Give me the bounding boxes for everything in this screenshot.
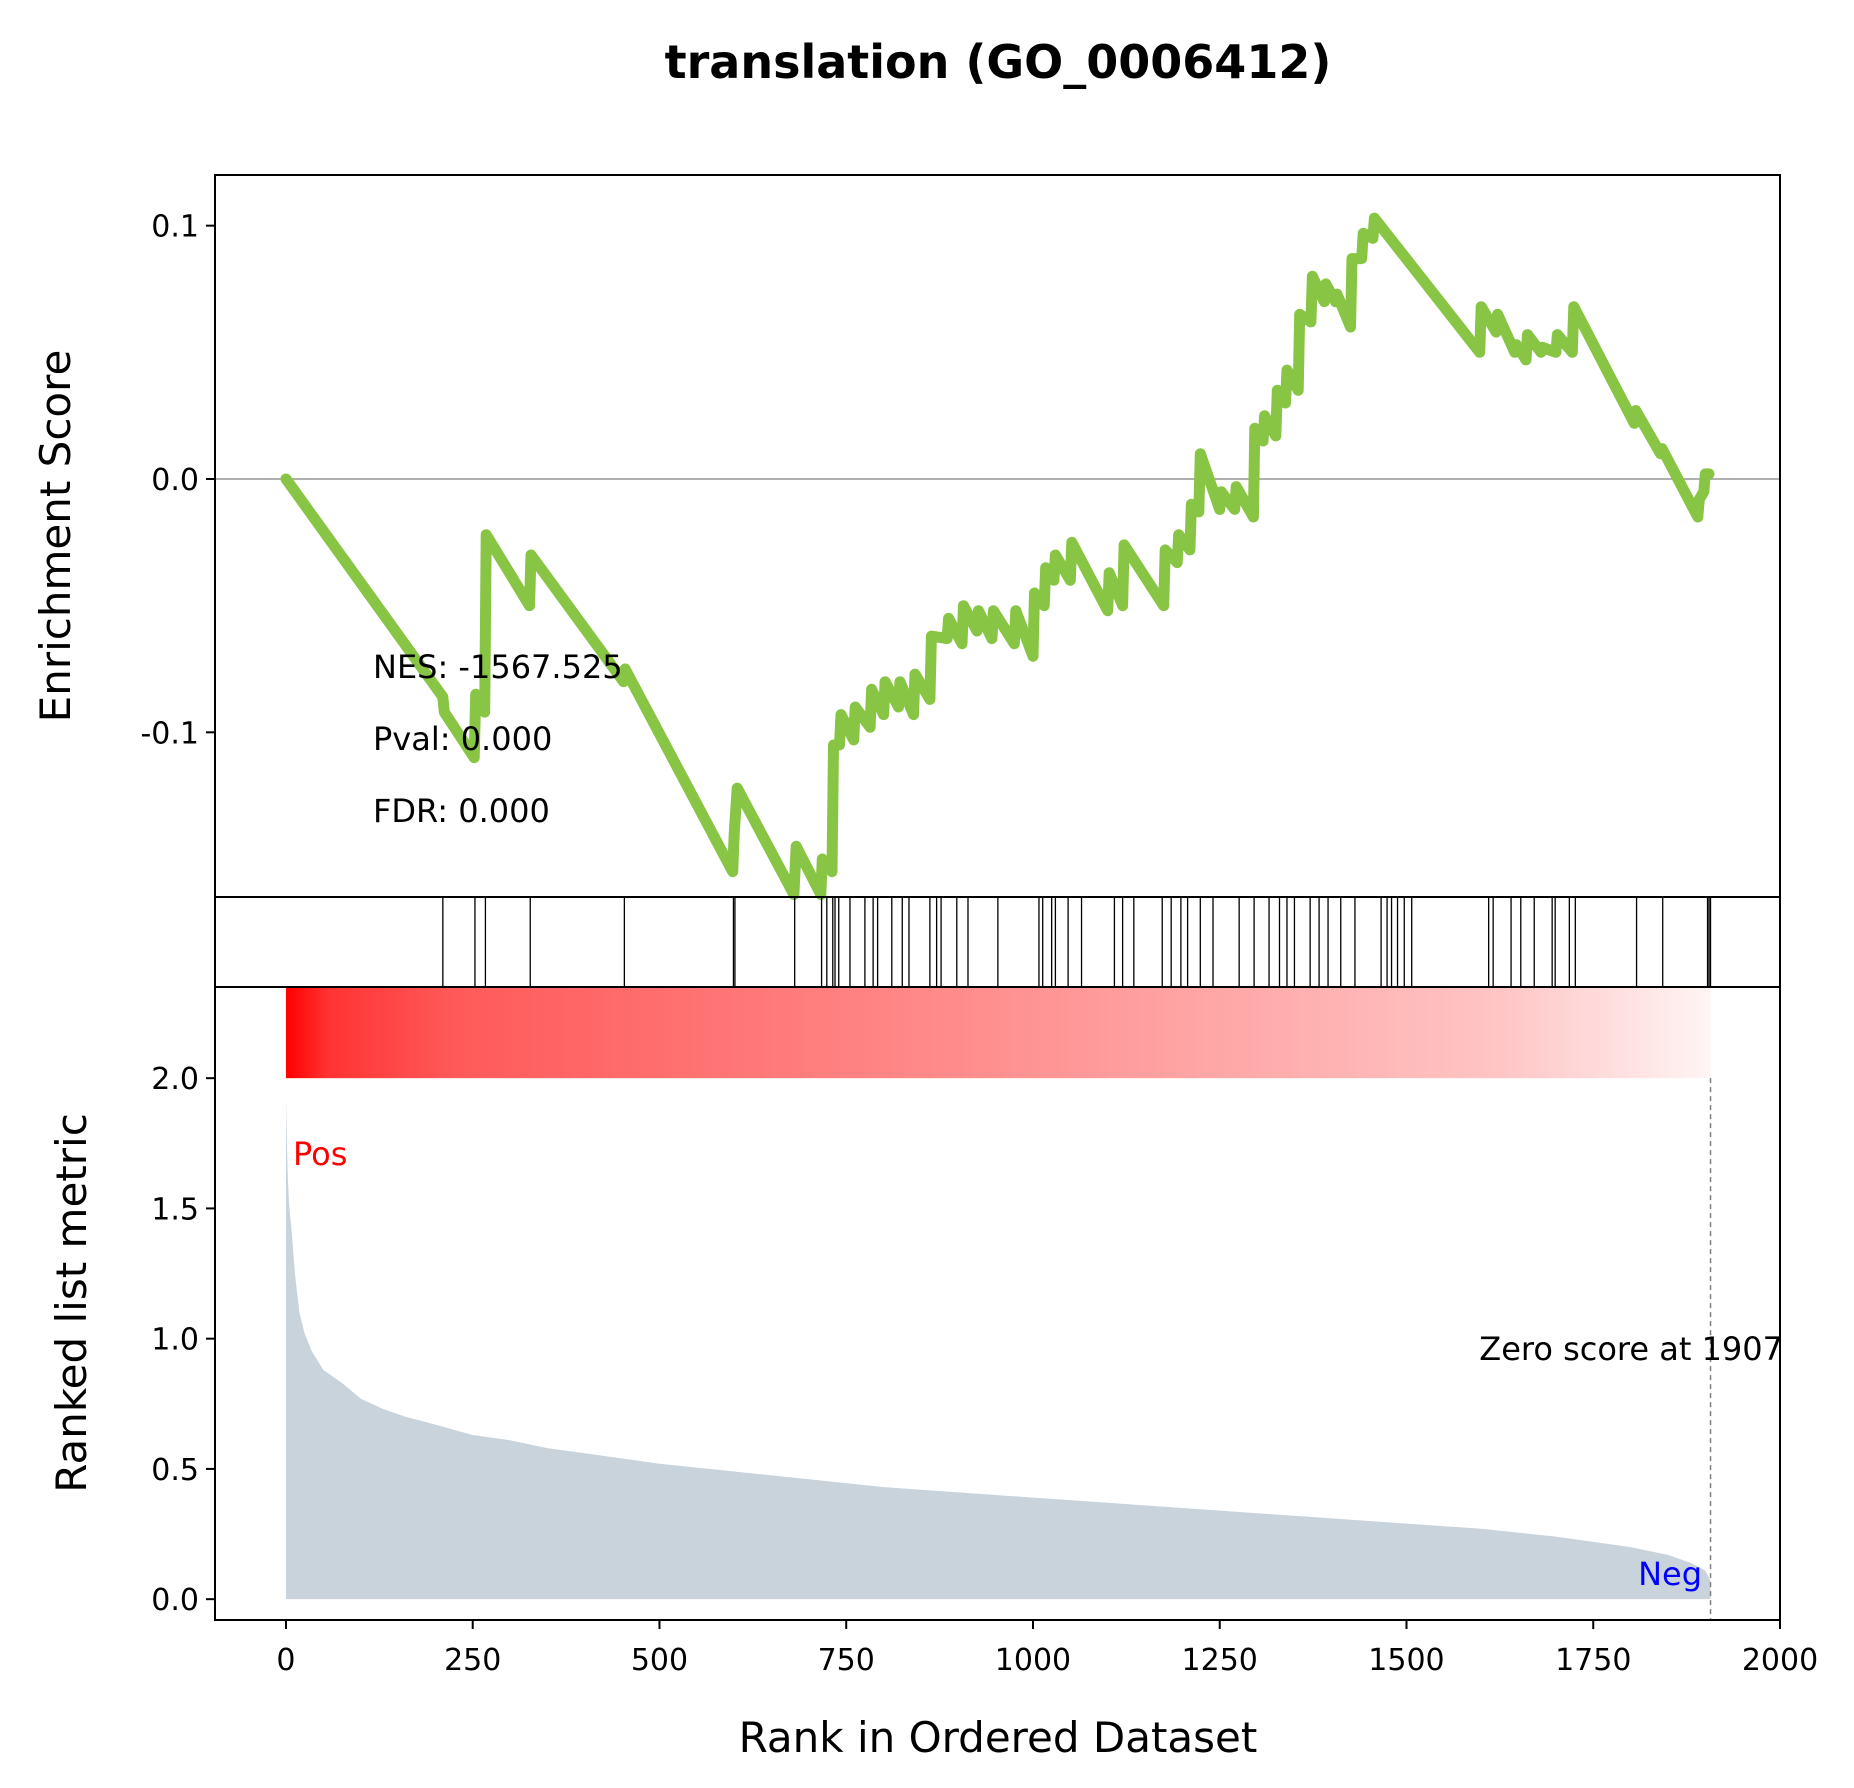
hit-ticks [442, 897, 1712, 987]
zero-score-annotation: Zero score at 1907 [1479, 1330, 1783, 1368]
ranked-gradient-bar [285, 987, 1711, 1079]
x-tick-label: 1000 [995, 1643, 1071, 1678]
rm-y-tick-label: 0.5 [151, 1453, 199, 1488]
rm-y-tick-label: 1.5 [151, 1192, 199, 1227]
chart-title: translation (GO_0006412) [665, 35, 1332, 89]
x-axis-ticks: 0 250 500 750 1000 1250 1500 1750 2000 [276, 1620, 1818, 1678]
x-tick-label: 500 [631, 1643, 688, 1678]
ranked-metric-panel: 2.0 1.5 1.0 0.5 0.0 Pos Neg Zero score at 19… [47, 986, 1783, 1621]
x-tick-label: 0 [276, 1643, 295, 1678]
nes-stat: NES: -1567.525 [373, 648, 623, 686]
es-y-label: Enrichment Score [31, 350, 80, 723]
enrichment-panel: 0.1 0.0 -0.1 NES: -1567.525 Pval: 0.000 FD… [31, 174, 1781, 900]
rm-y-tick-label: 1.0 [151, 1323, 199, 1358]
rm-y-label: Ranked list metric [47, 1113, 96, 1493]
x-tick-label: 2000 [1742, 1643, 1818, 1678]
hits-panel [214, 896, 1781, 988]
x-axis-label: Rank in Ordered Dataset [739, 1713, 1258, 1762]
rm-y-tick-label: 2.0 [151, 1062, 199, 1097]
x-tick-label: 750 [818, 1643, 875, 1678]
enrichment-score-line [280, 212, 1715, 900]
ranked-metric-frame [214, 986, 1781, 1621]
es-y-ticks: 0.1 0.0 -0.1 [140, 210, 215, 751]
es-y-tick-label: 0.0 [151, 463, 199, 498]
rm-y-ticks: 2.0 1.5 1.0 0.5 0.0 [151, 1062, 215, 1618]
pval-stat: Pval: 0.000 [373, 720, 552, 758]
x-tick-label: 1750 [1555, 1643, 1631, 1678]
ranked-metric-area [285, 1099, 1711, 1600]
x-tick-label: 1250 [1182, 1643, 1258, 1678]
x-tick-label: 1500 [1368, 1643, 1444, 1678]
fdr-stat: FDR: 0.000 [373, 792, 550, 830]
es-y-tick-label: 0.1 [151, 210, 199, 245]
rm-y-tick-label: 0.0 [151, 1583, 199, 1618]
enrichment-frame [214, 174, 1781, 898]
pos-label: Pos [293, 1135, 347, 1173]
x-tick-label: 250 [444, 1643, 501, 1678]
neg-label: Neg [1638, 1555, 1702, 1593]
es-y-tick-label: -0.1 [140, 716, 199, 751]
